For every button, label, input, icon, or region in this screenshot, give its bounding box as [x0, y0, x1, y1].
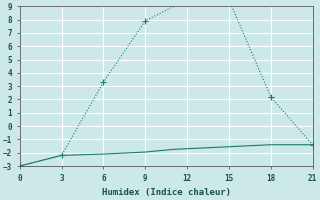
X-axis label: Humidex (Indice chaleur): Humidex (Indice chaleur) [102, 188, 231, 197]
